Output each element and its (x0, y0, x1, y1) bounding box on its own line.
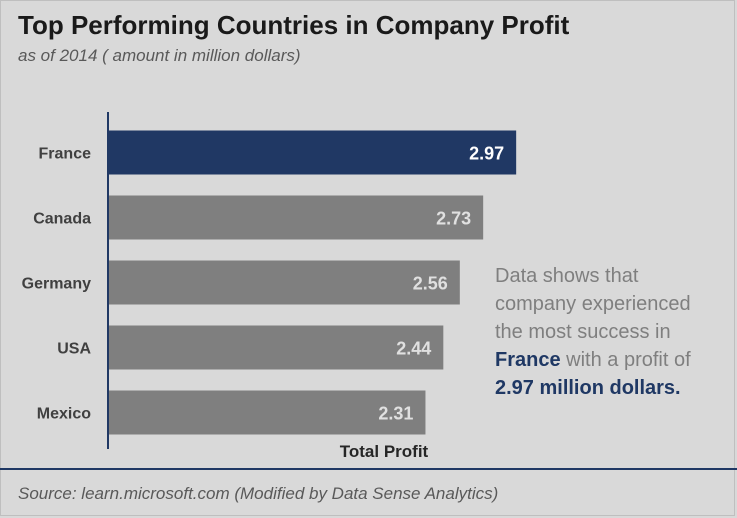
annotation-country: France (495, 349, 561, 371)
bar-france (108, 130, 517, 175)
x-axis-title: Total Profit (340, 442, 429, 461)
category-label-canada: Canada (33, 211, 91, 228)
value-label-canada: 2.73 (436, 209, 471, 229)
annotation-line-3: the most success in (495, 321, 671, 343)
bar-chart: France 2.97 Canada 2.73 Germany 2.56 USA 2.44 Me… (22, 112, 517, 461)
category-label-germany: Germany (22, 276, 91, 293)
value-label-germany: 2.56 (413, 274, 448, 294)
annotation-line-4: with a profit of (560, 349, 691, 371)
value-label-france: 2.97 (469, 144, 504, 164)
bar-usa (108, 325, 444, 370)
bar-mexico (108, 390, 426, 435)
chart-subtitle: as of 2014 ( amount in million dollars) (18, 46, 301, 65)
annotation-line-1: Data shows that (495, 265, 639, 287)
category-label-mexico: Mexico (37, 406, 91, 423)
bar-canada (108, 195, 484, 240)
chart-title: Top Performing Countries in Company Prof… (18, 10, 570, 40)
bar-germany (108, 260, 460, 305)
value-label-usa: 2.44 (396, 339, 431, 359)
value-label-mexico: 2.31 (378, 404, 413, 424)
category-label-usa: USA (57, 341, 91, 358)
category-label-france: France (39, 146, 92, 163)
annotation-amount: 2.97 million dollars. (495, 377, 681, 399)
source-note: Source: learn.microsoft.com (Modified by… (18, 484, 499, 503)
footer-divider (0, 468, 737, 470)
annotation-text: Data shows that company experienced the … (495, 262, 735, 402)
annotation-line-2: company experienced (495, 293, 691, 315)
